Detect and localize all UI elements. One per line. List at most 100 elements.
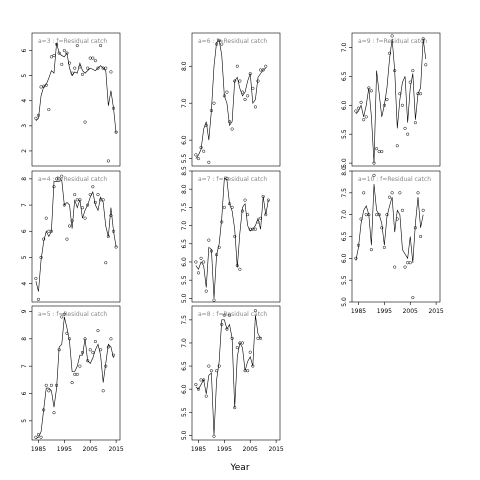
panel-frame: [31, 170, 121, 303]
data-point: [36, 297, 41, 301]
data-point: [408, 261, 412, 265]
data-point: [385, 97, 389, 102]
data-point: [65, 331, 69, 335]
data-point: [88, 348, 92, 352]
panel-frame: [351, 32, 441, 167]
data-point: [67, 224, 72, 228]
data-point: [204, 394, 208, 398]
panel-title: a=4 : f=Residual catch: [38, 176, 107, 183]
data-point: [359, 100, 363, 104]
data-point: [207, 160, 211, 164]
data-point: [377, 213, 381, 217]
data-point: [52, 54, 56, 58]
data-point: [217, 364, 221, 368]
data-point: [367, 213, 371, 217]
data-point: [259, 68, 263, 72]
data-point: [65, 237, 69, 241]
data-point: [408, 80, 412, 84]
y-tick-label: 7.5: [181, 202, 188, 212]
y-tick-label: 5: [21, 74, 28, 78]
data-point: [222, 94, 226, 98]
data-point: [62, 312, 66, 316]
data-point: [49, 383, 53, 387]
data-point: [49, 55, 53, 59]
data-point: [34, 116, 38, 120]
x-tick-label: 1985: [351, 308, 366, 315]
data-point: [202, 149, 206, 153]
data-point: [75, 372, 79, 376]
data-point: [39, 435, 43, 439]
data-point: [80, 350, 85, 355]
data-point: [240, 90, 245, 94]
panel-frame: [191, 32, 281, 167]
data-point: [220, 322, 224, 327]
data-point: [411, 69, 415, 73]
panel-frame: [31, 32, 121, 167]
data-point: [393, 265, 397, 269]
y-tick-label: 5.5: [181, 275, 188, 285]
y-tick-label: 7.5: [181, 315, 188, 325]
data-point: [225, 90, 229, 94]
y-tick-label: 6.0: [181, 257, 188, 267]
panel-title: a=5 : f=Residual catch: [38, 311, 107, 318]
data-point: [261, 194, 265, 199]
data-point: [114, 130, 118, 134]
data-point: [424, 63, 428, 67]
x-tick-label: 2005: [243, 446, 258, 453]
data-point: [104, 66, 108, 70]
x-tick-label: 1985: [191, 446, 206, 453]
x-tick-label: 2015: [428, 308, 443, 315]
data-point: [83, 216, 87, 220]
data-point: [83, 337, 87, 341]
y-tick-label: 9: [21, 309, 28, 313]
panel: a=4 : f=Residual catch 4 5 6 7 8: [21, 170, 121, 303]
y-tick-label: 6.5: [181, 361, 188, 371]
data-point: [36, 113, 41, 117]
data-point: [67, 337, 72, 341]
y-tick-label: 7.5: [341, 188, 348, 198]
y-tick-label: 5.5: [341, 129, 348, 139]
data-point: [233, 234, 237, 239]
data-point: [101, 389, 105, 393]
panel-title: a=10 : f=Residual catch: [358, 176, 431, 183]
data-point: [259, 336, 263, 340]
data-point: [209, 369, 213, 373]
data-point: [62, 49, 66, 53]
data-point: [222, 205, 226, 209]
data-point: [70, 71, 74, 75]
data-point: [109, 213, 113, 218]
data-point: [212, 434, 216, 438]
data-point: [196, 157, 201, 161]
data-point: [256, 79, 260, 83]
fitted-line: [195, 39, 266, 159]
data-point: [114, 245, 118, 249]
data-point: [55, 42, 59, 46]
data-point: [199, 378, 203, 382]
y-tick-label: 7.0: [341, 43, 348, 53]
data-point: [375, 213, 379, 217]
data-point: [52, 411, 56, 415]
data-point: [230, 336, 234, 340]
y-tick-label: 6.0: [341, 100, 348, 110]
panel-title: a=7 : f=Residual catch: [198, 176, 267, 183]
data-point: [398, 92, 402, 96]
data-point: [83, 120, 87, 124]
data-point: [196, 387, 201, 391]
y-tick-label: 4: [21, 282, 28, 286]
data-point: [382, 245, 386, 249]
data-point: [246, 369, 250, 373]
data-point: [243, 97, 247, 102]
y-tick-label: 4: [21, 99, 28, 103]
y-tick-label: 6.0: [181, 135, 188, 145]
data-point: [421, 37, 425, 41]
y-tick-label: 6: [21, 48, 28, 52]
data-point: [60, 62, 64, 66]
y-tick-label: 8: [21, 177, 28, 181]
data-point: [259, 216, 263, 220]
data-point: [96, 66, 100, 70]
data-point: [111, 106, 116, 110]
y-tick-label: 7.0: [181, 98, 188, 108]
x-tick-label: 1995: [217, 446, 232, 453]
data-point: [240, 341, 245, 345]
